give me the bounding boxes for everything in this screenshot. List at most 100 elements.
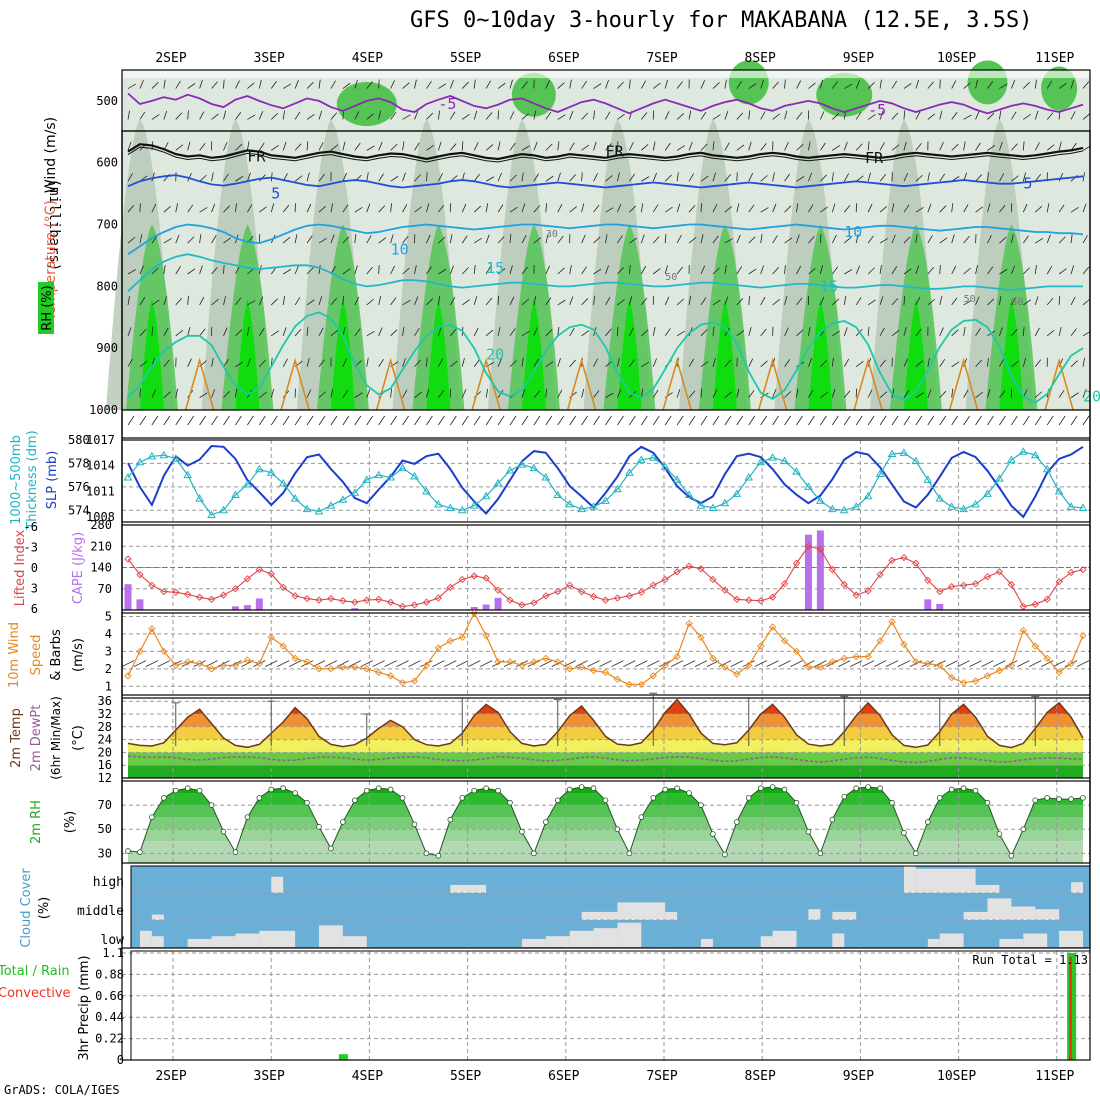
rh2m-marker <box>925 819 931 825</box>
wind-barb <box>139 360 148 368</box>
wind-barb <box>199 111 205 120</box>
cape-bar <box>804 534 812 610</box>
wind-barb <box>784 390 792 398</box>
wind-barb-10m <box>778 660 791 667</box>
wind-barb-10m <box>1041 660 1054 667</box>
rh-patch-bright <box>999 298 1024 410</box>
wind-barb <box>426 203 430 213</box>
wind-barb <box>187 83 196 89</box>
wind-barb <box>270 298 279 306</box>
wind-barb <box>1070 296 1076 306</box>
wind-barb <box>1058 141 1062 151</box>
wind-barb <box>1022 172 1027 182</box>
wind-barb <box>760 111 766 120</box>
surface-barb <box>581 415 588 426</box>
wind-barb <box>999 269 1008 275</box>
wind-barb <box>1011 328 1018 337</box>
rh2m-marker <box>471 787 477 794</box>
wind-barb <box>1082 298 1091 306</box>
wind-barb-10m <box>861 660 875 667</box>
wind-barb <box>569 110 574 120</box>
precip-tick: 1.1 <box>102 946 124 960</box>
wind-barb <box>999 390 1006 398</box>
wind-barb <box>318 142 324 151</box>
lifted-marker <box>959 581 968 589</box>
wind-barb <box>533 205 541 213</box>
wind-barb <box>700 203 703 213</box>
wind-barb <box>318 391 326 398</box>
rh2m-marker <box>352 797 358 804</box>
lifted-marker <box>1031 600 1039 608</box>
surface-barb <box>258 415 266 426</box>
wind-barb <box>820 174 827 182</box>
wind-barb <box>999 295 1002 305</box>
run-total: Run Total = 1.13 <box>972 953 1088 967</box>
wind-barb-10m <box>288 660 302 667</box>
wind-barb <box>199 265 203 275</box>
wind-barb-10m <box>169 660 182 667</box>
wind-barb <box>724 79 727 89</box>
wind-barb <box>438 236 446 244</box>
wind-marker <box>506 658 514 666</box>
thickness-marker <box>457 505 467 514</box>
lifted-marker <box>971 580 980 588</box>
wind-barb <box>975 174 982 182</box>
wind-frame <box>121 612 1091 696</box>
wind-barb <box>891 234 896 244</box>
wind-barb <box>760 79 764 89</box>
wind-barb <box>676 113 685 120</box>
temp-tick: 12 <box>98 771 112 785</box>
wind-barb <box>593 295 596 305</box>
rh2m-marker <box>614 826 621 833</box>
wind-barb <box>235 203 237 213</box>
wind-barb <box>258 296 264 306</box>
surface-barb <box>593 415 600 426</box>
wind-barb <box>1082 172 1085 182</box>
wind-barb <box>354 206 363 213</box>
rh-label: 30 <box>546 229 558 240</box>
wind-barb <box>593 358 599 367</box>
wind-barb <box>879 359 887 367</box>
wind-barb <box>378 205 386 213</box>
wind-barb <box>414 359 421 367</box>
thickness-marker <box>863 491 873 500</box>
wind-barb <box>473 142 479 151</box>
wind-barb <box>855 234 859 244</box>
surface-barb <box>402 415 409 426</box>
wind-barb <box>211 266 218 275</box>
surface-barb <box>700 415 708 426</box>
wind-barb <box>175 234 180 244</box>
wind-barb <box>402 267 410 275</box>
wind-barb <box>497 326 501 336</box>
wind-marker <box>697 633 705 642</box>
wind-barb <box>772 81 779 89</box>
rh2m-marker <box>316 824 322 830</box>
ylabel-lifted: Lifted Index <box>13 529 28 606</box>
lifted-marker <box>900 553 908 562</box>
wind-barb <box>593 204 600 213</box>
wind-barb <box>450 360 458 368</box>
wind-barb <box>700 265 706 275</box>
top-date-label: 5SEP <box>450 51 481 66</box>
wind-barb <box>294 175 303 182</box>
wind-barb <box>808 326 811 336</box>
wind-tick: 5 <box>105 609 112 623</box>
wind-tick: 4 <box>105 627 112 641</box>
ylabel-temp-unit: (°C) <box>71 725 86 751</box>
rh2m-marker <box>841 793 848 800</box>
wind-barb <box>975 142 981 151</box>
wind-barb <box>808 389 814 398</box>
cloud-gap <box>915 868 976 893</box>
rh2m-marker <box>1044 795 1050 801</box>
thickness-marker <box>338 495 348 503</box>
wind-barb <box>282 327 287 336</box>
surface-barb <box>629 415 636 426</box>
wind-barb <box>676 298 685 306</box>
cloud-gap <box>927 938 940 947</box>
wind-barb <box>867 389 873 398</box>
wind-marker <box>924 659 932 668</box>
wind-marker <box>482 632 490 640</box>
wind-barb <box>402 114 411 120</box>
wind-barb <box>1082 235 1088 244</box>
wind-marker <box>1007 661 1016 669</box>
